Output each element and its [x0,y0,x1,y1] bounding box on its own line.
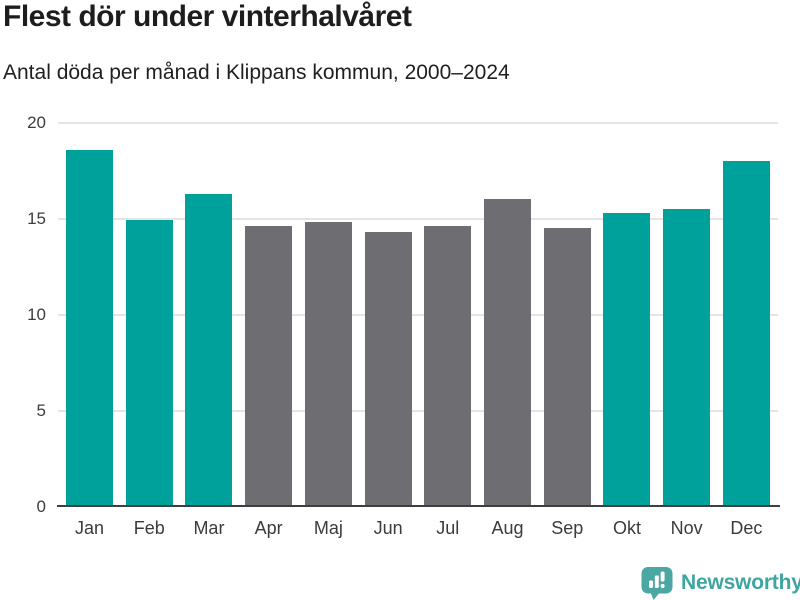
x-tick-label-okt: Okt [612,518,641,538]
y-tick-label-0: 0 [36,497,46,516]
y-tick-label-15: 15 [27,209,46,228]
y-tick-label-5: 5 [36,401,46,420]
x-tick-label-maj: Maj [313,518,343,538]
bar-maj [304,222,352,505]
x-axis-labels: Jan Feb Mar Apr Maj Jun Jul Aug Sep Okt Nov Dec [58,518,778,539]
gridline-5 [58,410,778,412]
x-tick-label-apr: Apr [254,518,283,538]
y-tick-label-10: 10 [27,305,46,324]
x-tick-label-jun: Jun [373,518,403,538]
bar-apr [245,226,293,505]
gridline-20 [58,122,778,124]
plot-area [57,122,780,507]
bar-nov [663,208,711,505]
bar-aug [484,199,532,505]
gridline-15 [58,218,778,220]
bar-feb [125,220,173,505]
x-tick-label-sep: Sep [551,518,584,538]
gridline-10 [58,314,778,316]
y-axis-labels: 0 5 10 15 20 [0,113,46,516]
bar-sep [543,228,591,505]
brand-name: Newsworthy [681,571,800,594]
x-tick-label-aug: Aug [491,518,524,538]
newsworthy-logo-icon [641,566,673,600]
x-tick-label-jul: Jul [436,518,460,538]
bar-okt [603,212,651,505]
x-tick-label-dec: Dec [730,518,763,538]
bar-jan [66,149,113,505]
brand-footer: Newsworthy [641,566,800,600]
chart-title: Flest dör under vinterhalvåret [3,0,412,33]
x-tick-label-jan: Jan [74,518,105,538]
x-tick-label-mar: Mar [193,518,225,538]
bar-dec [722,161,770,505]
chart-subtitle: Antal döda per månad i Klippans kommun, … [3,61,510,84]
bar-mar [185,193,233,505]
bar-jun [364,231,412,505]
bar-jul [424,226,472,505]
x-tick-label-nov: Nov [670,518,703,538]
bars-row [58,123,778,505]
x-axis-line [57,505,780,507]
y-tick-label-20: 20 [27,113,46,132]
x-tick-label-feb: Feb [133,518,165,538]
